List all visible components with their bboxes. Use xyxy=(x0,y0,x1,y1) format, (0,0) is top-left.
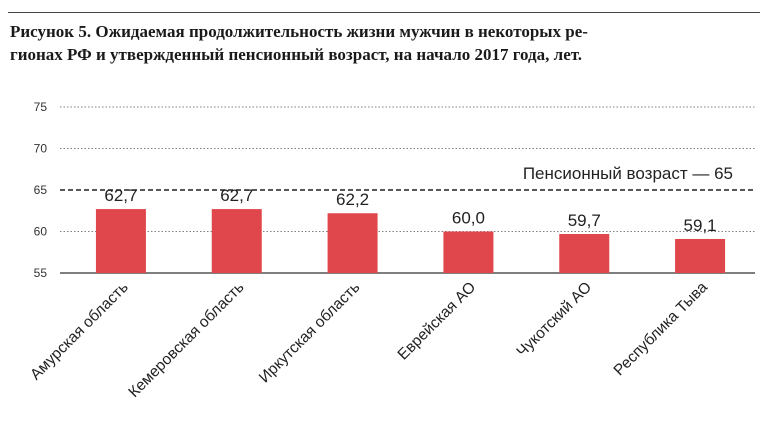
value-label: 62,2 xyxy=(336,190,369,209)
top-rule xyxy=(8,12,760,13)
y-tick-label: 55 xyxy=(34,266,48,280)
category-label: Республика Тыва xyxy=(611,279,712,380)
value-label: 59,1 xyxy=(684,216,717,235)
bar xyxy=(95,209,146,273)
category-label: Кемеровская область xyxy=(125,279,247,401)
value-label: 62,7 xyxy=(104,186,137,205)
value-label: 62,7 xyxy=(220,186,253,205)
y-tick-label: 65 xyxy=(34,183,48,197)
y-tick-label: 70 xyxy=(34,142,48,156)
y-tick-label: 60 xyxy=(34,225,48,239)
bar xyxy=(327,213,378,273)
bar xyxy=(675,238,726,273)
value-label: 60,0 xyxy=(452,209,485,228)
bar xyxy=(559,233,610,273)
retirement-age-label: Пенсионный возраст — 65 xyxy=(523,164,733,183)
category-label: Еврейская АО xyxy=(395,279,480,364)
figure-title-line-2: гионах РФ и утвержденный пенсионный возр… xyxy=(10,45,583,64)
grid-layer: 55 60 65 70 75 xyxy=(34,100,755,280)
reference-line-layer: Пенсионный возраст — 65 xyxy=(60,164,755,191)
category-label: Чукотский АО xyxy=(513,279,595,361)
bar xyxy=(443,231,494,273)
category-label: Амурская область xyxy=(27,279,132,384)
figure-title-line-1: Рисунок 5. Ожидаемая продолжительность ж… xyxy=(10,22,588,41)
bar xyxy=(211,209,262,273)
y-tick-label: 75 xyxy=(34,100,48,114)
bars-layer xyxy=(95,209,726,273)
category-label: Иркутская область xyxy=(256,279,363,386)
value-label: 59,7 xyxy=(568,211,601,230)
figure-title: Рисунок 5. Ожидаемая продолжительность ж… xyxy=(10,20,730,66)
